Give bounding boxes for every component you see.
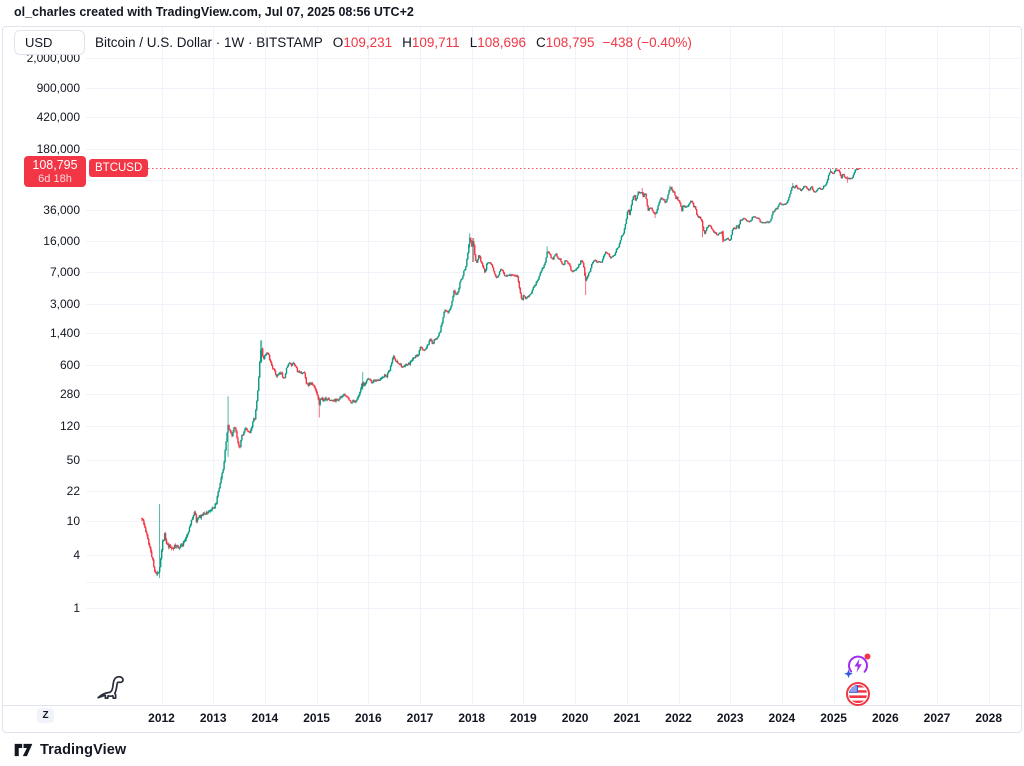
time-axis-label: 2013 [199, 711, 227, 725]
price-axis-label: 50 [66, 452, 80, 467]
time-axis-label: 2012 [148, 711, 175, 725]
time-axis-label: 2024 [768, 711, 796, 725]
time-axis-label: 2020 [561, 711, 589, 725]
time-axis-label: 2023 [716, 711, 744, 725]
time-axis-label: 2016 [354, 711, 382, 725]
time-axis-label: 2018 [458, 711, 486, 725]
currency-toggle-button[interactable]: USD [14, 30, 85, 55]
change-value: −438 (−0.40%) [602, 35, 692, 50]
z-shortcut-badge[interactable]: Z [37, 708, 54, 723]
dino-icon [97, 675, 124, 700]
ohlc-close: C108,795 [536, 35, 595, 50]
price-axis-label: 120 [59, 419, 80, 434]
bar-countdown: 6d 18h [38, 173, 72, 185]
price-axis-label: 280 [59, 387, 80, 402]
price-axis-label: 10 [66, 513, 80, 528]
time-axis-label: 2015 [303, 711, 330, 725]
price-axis-label: 4 [73, 548, 80, 563]
tradingview-wordmark[interactable]: TradingView [40, 742, 127, 758]
us-flag-icon [849, 685, 867, 703]
time-axis-label: 2019 [510, 711, 537, 725]
time-axis-label: 2021 [613, 711, 641, 725]
symbol-title: Bitcoin / U.S. Dollar · 1W · BITSTAMP [95, 35, 323, 50]
symbol-flag-label[interactable]: BTCUSD [89, 159, 149, 177]
current-price-value: 108,795 [32, 158, 78, 172]
notification-dot [864, 653, 871, 660]
ohlc-low: L108,696 [469, 35, 527, 50]
sparkle-icon [844, 669, 853, 679]
time-axis-label: 2028 [975, 711, 1003, 725]
price-axis-label: 1 [73, 601, 80, 615]
price-axis-label: 420,000 [36, 110, 80, 125]
tradingview-logo-icon[interactable] [14, 742, 33, 758]
symbol-legend[interactable]: Bitcoin / U.S. Dollar · 1W · BITSTAMP O1… [95, 30, 692, 55]
price-axis-label: 180,000 [36, 142, 80, 157]
time-axis-label: 2022 [665, 711, 692, 725]
ai-assistant-icon[interactable] [843, 650, 873, 680]
price-axis-label: 7,000 [49, 265, 80, 280]
ohlc-high: H109,711 [402, 35, 460, 50]
price-axis-label: 3,000 [49, 297, 80, 312]
footer-bar: TradingView [0, 734, 1024, 766]
time-axis-label: 2026 [871, 711, 899, 725]
time-axis-label: 2017 [406, 711, 434, 725]
price-axis-label: 36,000 [43, 203, 80, 218]
price-axis-label: 900,000 [36, 81, 80, 96]
current-price-label: 108,795 6d 18h [24, 156, 86, 187]
time-axis-label: 2027 [923, 711, 951, 725]
price-axis-label: 16,000 [43, 233, 80, 248]
price-axis-label: 1,400 [49, 326, 80, 341]
price-axis-label: 600 [59, 358, 80, 373]
ohlc-open: O109,231 [332, 35, 393, 50]
us-economic-event-icon[interactable] [845, 681, 871, 707]
price-axis-label: 22 [66, 483, 80, 498]
time-axis-label: 2025 [820, 711, 847, 725]
lightning-bolt-icon [854, 658, 862, 673]
time-axis-label: 2014 [251, 711, 279, 725]
price-chart-canvas[interactable] [0, 0, 1024, 734]
